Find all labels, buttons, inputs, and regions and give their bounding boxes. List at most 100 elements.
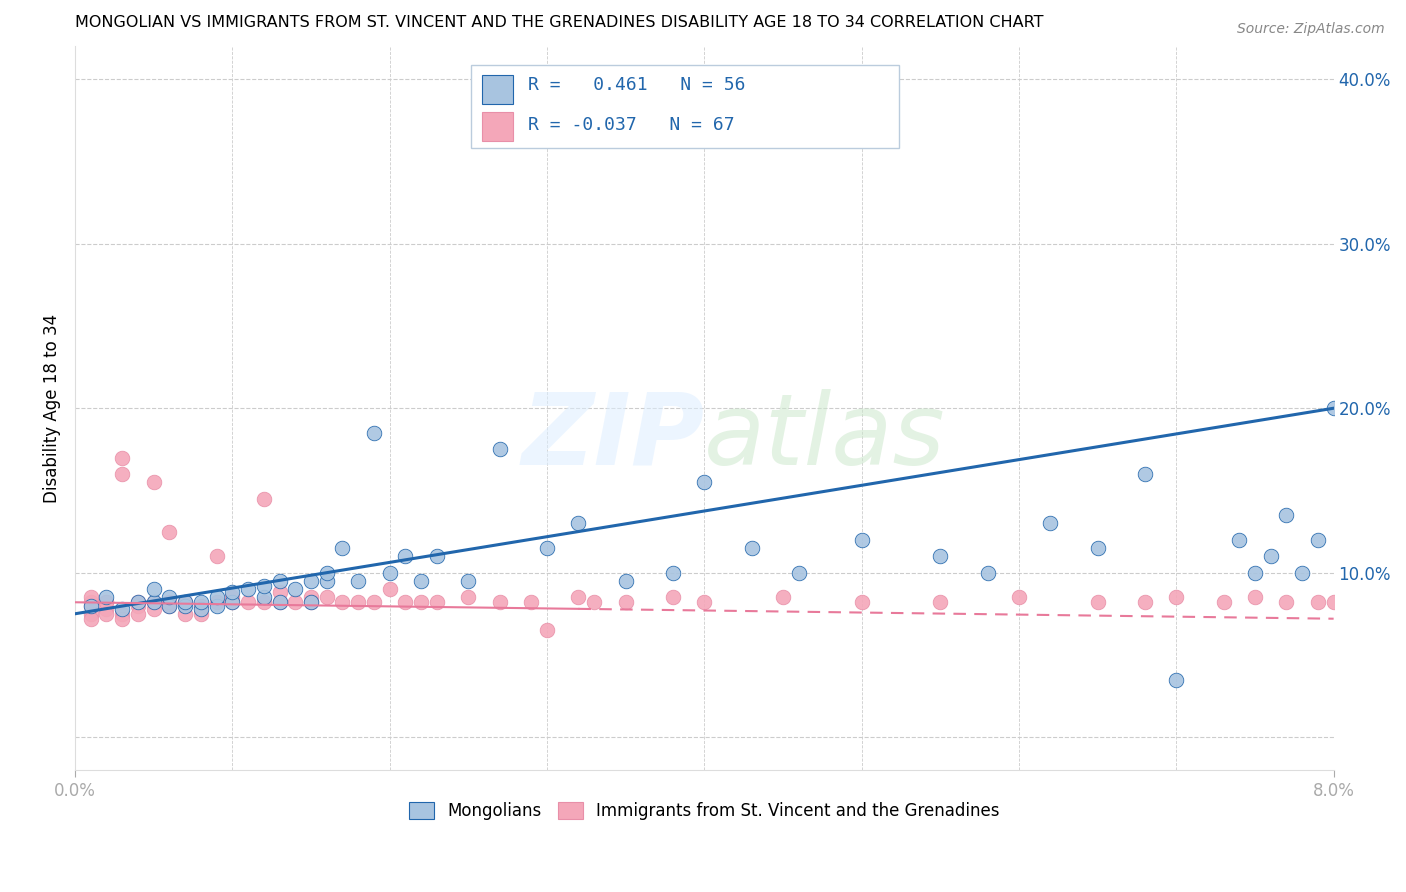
Point bbox=[157, 591, 180, 605]
Point bbox=[157, 599, 180, 613]
Point bbox=[457, 591, 479, 605]
Y-axis label: Disability Age 18 to 34: Disability Age 18 to 34 bbox=[44, 314, 60, 503]
Point bbox=[1133, 595, 1156, 609]
Text: Source: ZipAtlas.com: Source: ZipAtlas.com bbox=[1237, 22, 1385, 37]
Point bbox=[315, 591, 337, 605]
Point bbox=[157, 595, 180, 609]
Point bbox=[221, 595, 243, 609]
Point bbox=[269, 595, 291, 609]
Point bbox=[299, 591, 322, 605]
Point bbox=[1244, 566, 1267, 580]
Point bbox=[378, 582, 401, 596]
Text: ZIP: ZIP bbox=[522, 389, 704, 485]
Text: R = -0.037   N = 67: R = -0.037 N = 67 bbox=[529, 116, 735, 134]
Point bbox=[1291, 566, 1313, 580]
Point bbox=[96, 607, 118, 621]
Point bbox=[315, 566, 337, 580]
Point bbox=[253, 595, 276, 609]
Point bbox=[787, 566, 810, 580]
Point bbox=[174, 595, 197, 609]
Point bbox=[1306, 533, 1329, 547]
Point bbox=[174, 599, 197, 613]
Point bbox=[1323, 401, 1346, 416]
Point bbox=[80, 591, 103, 605]
Point bbox=[299, 574, 322, 588]
Point bbox=[111, 612, 134, 626]
Point bbox=[851, 595, 873, 609]
Point bbox=[929, 549, 952, 564]
Point bbox=[236, 582, 259, 596]
Point bbox=[142, 595, 165, 609]
Point bbox=[929, 595, 952, 609]
Point bbox=[80, 599, 103, 613]
Point bbox=[347, 574, 370, 588]
Point bbox=[662, 566, 685, 580]
Point bbox=[96, 602, 118, 616]
Point bbox=[269, 574, 291, 588]
Point bbox=[221, 585, 243, 599]
Point bbox=[269, 595, 291, 609]
Point bbox=[1260, 549, 1282, 564]
Point bbox=[488, 442, 510, 457]
Point bbox=[614, 574, 637, 588]
Point bbox=[284, 595, 307, 609]
Point bbox=[190, 599, 212, 613]
Point bbox=[1166, 673, 1188, 687]
Point bbox=[520, 595, 543, 609]
Point bbox=[741, 541, 763, 555]
Point bbox=[205, 549, 228, 564]
Point bbox=[111, 467, 134, 481]
Point bbox=[394, 595, 416, 609]
Point bbox=[536, 624, 558, 638]
Point bbox=[1275, 595, 1298, 609]
Point bbox=[80, 612, 103, 626]
Point bbox=[284, 582, 307, 596]
Point bbox=[190, 602, 212, 616]
Text: R =   0.461   N = 56: R = 0.461 N = 56 bbox=[529, 76, 745, 94]
Point bbox=[693, 475, 716, 490]
Point bbox=[96, 595, 118, 609]
Point bbox=[1039, 516, 1062, 531]
Point bbox=[567, 591, 589, 605]
Point bbox=[205, 599, 228, 613]
Point bbox=[411, 574, 433, 588]
Point bbox=[142, 602, 165, 616]
Point bbox=[127, 595, 149, 609]
Point bbox=[127, 599, 149, 613]
Point bbox=[253, 491, 276, 506]
Point bbox=[1275, 508, 1298, 522]
Point bbox=[567, 516, 589, 531]
Point bbox=[332, 541, 354, 555]
Point bbox=[378, 566, 401, 580]
Point bbox=[1087, 541, 1109, 555]
Point bbox=[1323, 595, 1346, 609]
Point bbox=[142, 595, 165, 609]
Point bbox=[96, 591, 118, 605]
Point bbox=[662, 591, 685, 605]
FancyBboxPatch shape bbox=[471, 64, 900, 148]
Point bbox=[111, 450, 134, 465]
Point bbox=[315, 574, 337, 588]
Point bbox=[174, 607, 197, 621]
Point bbox=[96, 595, 118, 609]
Point bbox=[80, 595, 103, 609]
Point bbox=[127, 595, 149, 609]
Point bbox=[426, 595, 449, 609]
Point bbox=[142, 582, 165, 596]
Point bbox=[1087, 595, 1109, 609]
Point bbox=[1166, 591, 1188, 605]
Point bbox=[190, 595, 212, 609]
Point bbox=[772, 591, 794, 605]
Point bbox=[1306, 595, 1329, 609]
Point bbox=[583, 595, 606, 609]
Point bbox=[394, 549, 416, 564]
Point bbox=[536, 541, 558, 555]
Point bbox=[693, 595, 716, 609]
Point bbox=[205, 591, 228, 605]
Point bbox=[221, 591, 243, 605]
Point bbox=[142, 475, 165, 490]
FancyBboxPatch shape bbox=[481, 76, 513, 104]
Point bbox=[1244, 591, 1267, 605]
Point bbox=[1212, 595, 1234, 609]
Point bbox=[221, 595, 243, 609]
